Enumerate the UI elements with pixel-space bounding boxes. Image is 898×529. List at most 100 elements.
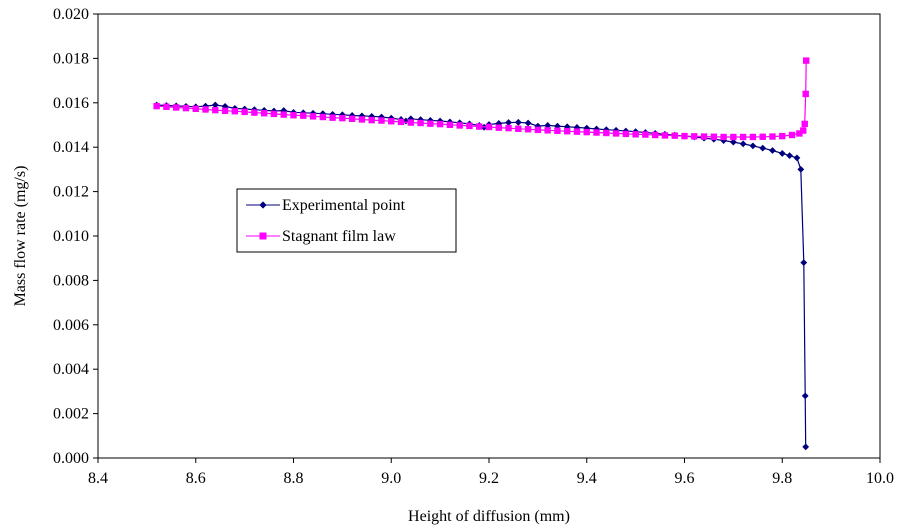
data-point-stagnant — [749, 133, 757, 141]
data-point-experimental — [338, 111, 346, 119]
data-point-stagnant — [603, 129, 610, 137]
data-point-stagnant — [681, 132, 688, 140]
x-tick-label: 9.6 — [675, 470, 695, 487]
data-point-stagnant — [212, 106, 219, 114]
data-point-experimental — [793, 154, 801, 162]
data-point-stagnant — [397, 118, 405, 126]
data-point-stagnant — [329, 114, 336, 121]
data-point-stagnant — [300, 112, 307, 119]
data-point-stagnant — [544, 127, 551, 134]
x-axis-label: Height of diffusion (mm) — [408, 508, 570, 525]
data-point-stagnant — [368, 116, 375, 124]
data-point-stagnant — [779, 132, 786, 140]
legend-swatch-experimental-marker — [259, 201, 267, 209]
data-point-stagnant — [720, 133, 727, 141]
y-tick-label: 0.008 — [53, 272, 89, 289]
data-point-stagnant — [651, 131, 659, 139]
data-point-stagnant — [221, 107, 229, 114]
data-point-stagnant — [231, 108, 239, 115]
data-point-experimental — [524, 119, 532, 127]
series-stagnant — [153, 57, 810, 141]
data-point-stagnant — [632, 131, 639, 138]
data-point-stagnant — [524, 126, 532, 133]
data-point-stagnant — [309, 113, 317, 120]
data-point-experimental — [778, 150, 786, 157]
x-tick-label: 9.8 — [772, 470, 792, 487]
y-tick-label: 0.014 — [53, 139, 89, 156]
data-point-stagnant — [192, 105, 199, 112]
y-tick-label: 0.000 — [53, 450, 89, 467]
data-point-stagnant — [802, 90, 809, 98]
data-point-experimental — [202, 102, 209, 110]
data-point-stagnant — [796, 130, 803, 137]
data-point-stagnant — [515, 125, 522, 132]
y-tick-label: 0.012 — [53, 184, 89, 201]
legend-box — [236, 188, 457, 253]
data-point-stagnant — [710, 133, 718, 140]
axes: 8.4 8.6 8.8 9.0 9.2 9.4 9.6 9.8 10.0 0.000 0.002 0.… — [53, 6, 894, 487]
y-tick-label: 0.010 — [53, 228, 89, 245]
y-axis-label: Mass flow rate (mg/s) — [12, 166, 29, 307]
data-point-experimental — [769, 147, 776, 154]
data-point-stagnant — [153, 102, 160, 110]
x-tick-label: 8.8 — [284, 470, 304, 487]
data-point-stagnant — [173, 104, 180, 111]
data-point-stagnant — [163, 103, 170, 110]
data-point-stagnant — [801, 120, 808, 128]
data-point-stagnant — [476, 123, 483, 130]
data-point-stagnant — [495, 124, 502, 131]
data-point-experimental — [729, 138, 737, 146]
data-point-experimental — [505, 119, 512, 126]
data-point-stagnant — [339, 114, 346, 122]
data-point-experimental — [786, 152, 793, 160]
data-point-stagnant — [671, 132, 678, 139]
data-point-stagnant — [427, 120, 434, 127]
data-point-stagnant — [593, 129, 600, 136]
data-point-stagnant — [182, 104, 190, 112]
data-point-stagnant — [505, 124, 512, 132]
data-point-stagnant — [358, 116, 366, 123]
y-tick-label: 0.002 — [53, 406, 89, 423]
data-point-stagnant — [534, 126, 542, 134]
data-point-stagnant — [417, 119, 424, 127]
data-point-experimental — [749, 142, 757, 150]
data-point-stagnant — [485, 123, 493, 131]
data-point-experimental — [797, 166, 805, 173]
x-tick-label: 8.4 — [88, 470, 108, 487]
x-tick-label: 10.0 — [866, 470, 894, 487]
legend: Experimental point Stagnant film law — [236, 188, 457, 253]
data-point-stagnant — [788, 131, 796, 139]
data-point-stagnant — [800, 127, 807, 134]
data-point-stagnant — [802, 57, 810, 64]
data-point-stagnant — [348, 115, 356, 122]
data-point-stagnant — [378, 117, 385, 124]
data-point-experimental — [801, 392, 809, 400]
y-tick-label: 0.016 — [53, 95, 89, 112]
legend-label-stagnant: Stagnant film law — [282, 228, 396, 245]
data-point-stagnant — [270, 110, 278, 118]
data-point-stagnant — [456, 122, 463, 129]
data-point-stagnant — [700, 133, 708, 140]
y-tick-label: 0.006 — [53, 317, 89, 334]
data-point-stagnant — [564, 128, 571, 135]
data-point-stagnant — [769, 133, 776, 140]
data-point-stagnant — [730, 133, 737, 141]
data-point-stagnant — [583, 128, 590, 136]
legend-swatch-stagnant-marker — [259, 232, 267, 240]
data-point-stagnant — [388, 118, 395, 125]
data-point-stagnant — [436, 120, 444, 128]
data-point-experimental — [802, 443, 810, 451]
x-tick-label: 9.4 — [577, 470, 597, 487]
data-point-stagnant — [241, 108, 248, 116]
series-layer — [153, 57, 810, 451]
data-point-experimental — [211, 101, 219, 109]
data-point-stagnant — [554, 127, 561, 134]
data-point-stagnant — [446, 121, 454, 128]
data-point-stagnant — [251, 109, 258, 116]
data-point-experimental — [759, 144, 767, 152]
data-point-stagnant — [759, 133, 766, 140]
y-tick-label: 0.020 — [53, 6, 89, 23]
data-point-stagnant — [319, 113, 327, 121]
